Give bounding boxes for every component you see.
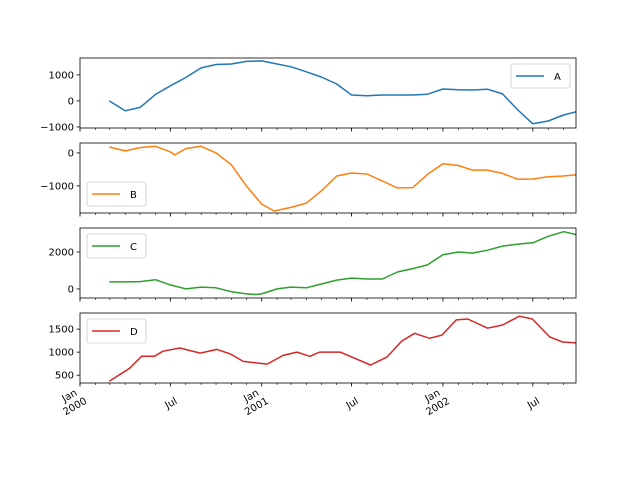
- subplot-C: 0 2000 C: [49, 227, 577, 302]
- legend-label: B: [130, 190, 137, 201]
- y-tick-label: −1000: [40, 122, 74, 133]
- legend-C: C: [86, 233, 147, 259]
- plot-area: [80, 58, 576, 128]
- subplot-D: 500 1000 1500 D: [49, 312, 577, 387]
- legend-B: B: [86, 181, 147, 207]
- series-line-B: [109, 145, 576, 212]
- legend-D: D: [86, 318, 147, 344]
- y-tick-label: 2000: [49, 248, 74, 259]
- series-line-D: [108, 315, 576, 382]
- axes-frame: [79, 57, 577, 129]
- y-tick-label: 1000: [49, 348, 74, 359]
- legend-label: D: [130, 327, 138, 338]
- y-tick-label: 1500: [49, 325, 74, 336]
- subplot-B: −1000 0 B: [40, 142, 577, 217]
- y-tick-label: 0: [68, 284, 74, 295]
- y-tick-label: −1000: [40, 181, 74, 192]
- legend-label: A: [554, 72, 561, 83]
- y-tick-label: 500: [55, 371, 74, 382]
- axes-frame: [79, 312, 577, 384]
- axes-frame: [79, 227, 577, 299]
- series-line-A: [108, 60, 576, 125]
- y-tick-label: 0: [68, 148, 74, 159]
- plot-area: [80, 228, 576, 298]
- plot-area: [80, 313, 576, 383]
- series-line-C: [109, 230, 576, 296]
- legend-label: C: [130, 242, 137, 253]
- plot-area: [80, 143, 576, 213]
- y-tick-label: 0: [68, 96, 74, 107]
- legend-A: A: [510, 63, 571, 89]
- subplot-A: −1000 0 1000 A: [40, 57, 577, 133]
- axes-frame: [79, 142, 577, 214]
- y-tick-label: 1000: [49, 70, 74, 81]
